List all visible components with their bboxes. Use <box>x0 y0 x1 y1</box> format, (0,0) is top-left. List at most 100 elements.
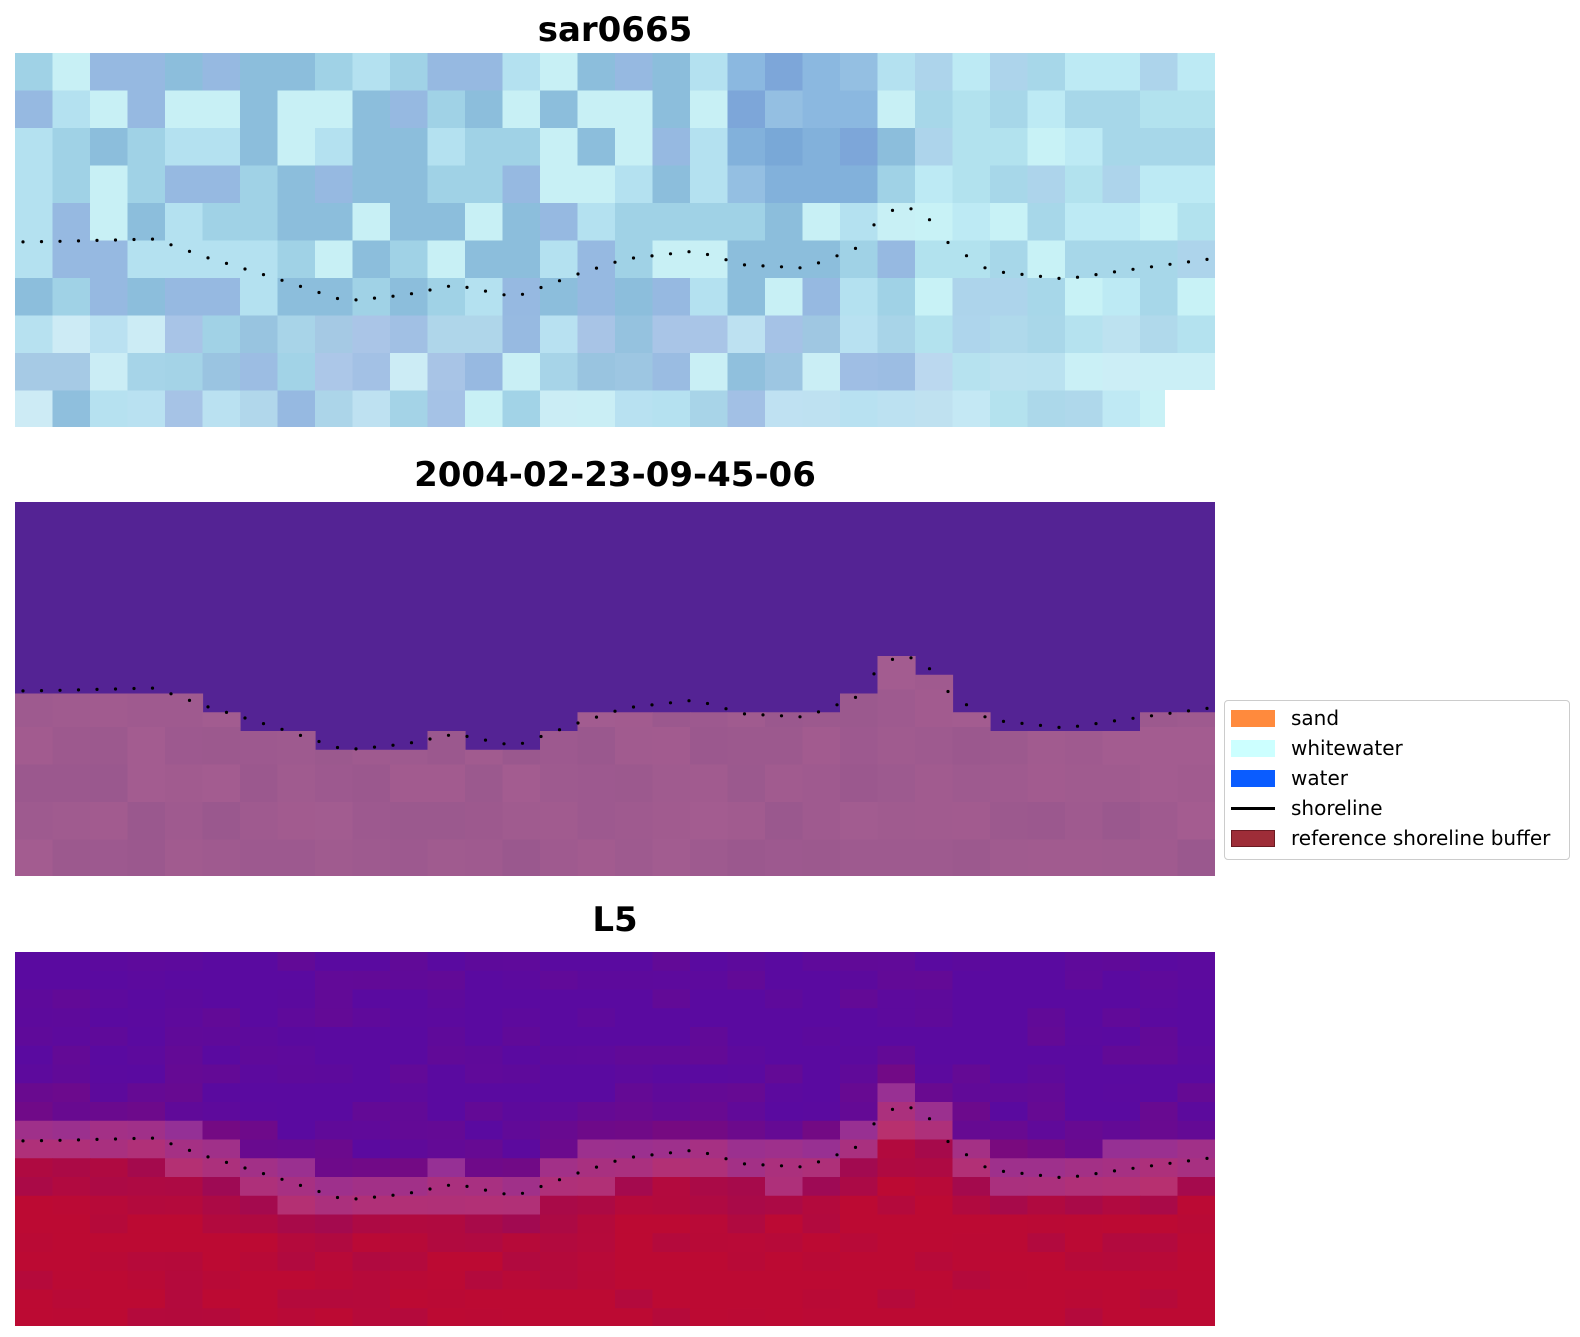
index-pixel <box>502 1120 541 1141</box>
index-pixel <box>15 1270 54 1291</box>
index-pixel <box>840 989 879 1009</box>
shoreline-point <box>983 1165 987 1169</box>
index-pixel <box>765 952 804 972</box>
pixel <box>1065 203 1104 242</box>
index-pixel <box>840 952 879 972</box>
shoreline-point <box>853 1145 858 1149</box>
index-pixel <box>727 1195 766 1216</box>
index-pixel <box>802 1289 841 1309</box>
index-pixel <box>90 1102 129 1122</box>
pixel <box>90 128 129 167</box>
index-pixel <box>652 1195 691 1216</box>
pixel <box>727 353 766 392</box>
pixel <box>427 203 466 242</box>
land-pixel <box>90 802 129 841</box>
index-pixel <box>502 1233 541 1253</box>
index-pixel <box>577 1139 616 1159</box>
index-pixel <box>90 1177 129 1197</box>
shoreline-point <box>1075 1174 1080 1178</box>
pixel <box>690 315 729 354</box>
shoreline-point <box>502 1192 506 1196</box>
shoreline-point <box>76 1138 81 1142</box>
pixel <box>127 278 166 317</box>
land-pixel <box>1140 712 1179 728</box>
index-pixel <box>990 1233 1029 1253</box>
shoreline-point <box>1075 724 1080 728</box>
index-pixel <box>577 1120 616 1141</box>
index-pixel <box>840 1045 879 1066</box>
pixel <box>165 353 204 392</box>
index-pixel <box>90 989 129 1009</box>
index-pixel <box>615 1308 654 1326</box>
pixel <box>127 390 166 427</box>
index-pixel <box>352 1158 391 1178</box>
index-pixel <box>690 1008 729 1028</box>
pixel <box>690 203 729 242</box>
shoreline-point <box>187 698 192 702</box>
index-pixel <box>277 1252 316 1272</box>
pixel <box>352 203 391 242</box>
pixel <box>652 240 691 279</box>
pixel <box>840 128 879 167</box>
land-pixel <box>15 802 54 841</box>
pixel <box>877 165 916 204</box>
shoreline-point <box>335 1195 340 1200</box>
index-pixel <box>15 1158 54 1178</box>
shoreline-point <box>1001 1169 1006 1173</box>
index-pixel <box>765 970 804 991</box>
index-pixel <box>165 1233 204 1253</box>
index-pixel <box>427 1027 466 1047</box>
index-pixel <box>690 1270 729 1291</box>
index-pixel <box>1140 1158 1179 1178</box>
shoreline-point <box>150 686 155 690</box>
index-pixel <box>1065 989 1104 1009</box>
pixel <box>652 353 691 392</box>
pixel <box>90 203 129 242</box>
land-pixel <box>915 727 954 766</box>
shoreline-point <box>483 1188 488 1192</box>
land-pixel <box>52 693 91 728</box>
index-pixel <box>1027 1270 1066 1291</box>
index-pixel <box>277 1158 316 1178</box>
shoreline-point <box>761 264 765 268</box>
index-pixel <box>577 952 616 972</box>
index-pixel <box>1177 1008 1215 1028</box>
pixel <box>352 278 391 317</box>
shoreline-point <box>594 715 599 719</box>
pixel <box>802 390 841 427</box>
shoreline-point <box>39 1139 44 1143</box>
index-pixel <box>1102 1064 1141 1084</box>
pixel <box>15 390 54 427</box>
pixel <box>840 353 879 392</box>
shoreline-point <box>409 1191 414 1195</box>
index-pixel <box>315 1027 354 1047</box>
shoreline-point <box>668 1151 673 1155</box>
land-pixel <box>802 802 841 841</box>
pixel <box>315 353 354 392</box>
pixel <box>1140 278 1179 317</box>
land-pixel <box>1140 727 1179 766</box>
index-pixel <box>615 1083 654 1103</box>
index-pixel <box>240 952 279 972</box>
index-pixel <box>615 1252 654 1272</box>
shoreline-point <box>1094 273 1098 277</box>
land-pixel <box>165 839 204 876</box>
pixel <box>1027 165 1066 204</box>
index-pixel <box>952 1102 991 1122</box>
pixel <box>202 240 241 279</box>
index-pixel <box>502 1289 541 1309</box>
pixel <box>427 315 466 354</box>
index-pixel <box>840 1064 879 1084</box>
shoreline-point <box>594 1165 599 1169</box>
index-pixel <box>502 1139 541 1159</box>
index-pixel <box>877 1139 916 1159</box>
index-pixel <box>1102 1083 1141 1103</box>
shoreline-point <box>890 1107 895 1111</box>
pixel <box>390 315 429 354</box>
index-pixel <box>240 970 279 991</box>
pixel <box>1102 240 1141 279</box>
pixel <box>465 90 504 129</box>
index-pixel <box>277 1195 316 1216</box>
shoreline-point <box>909 207 913 211</box>
index-pixel <box>1102 1139 1141 1159</box>
